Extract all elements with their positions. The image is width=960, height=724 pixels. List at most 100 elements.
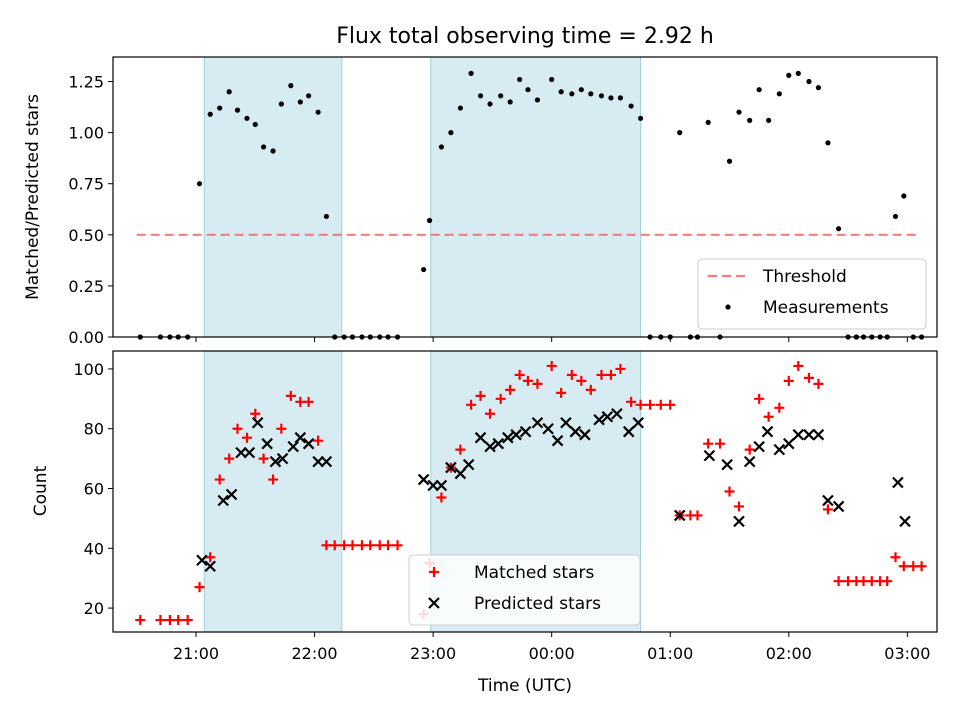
y-tick-label: 60 [84, 480, 104, 499]
measurement-point [608, 95, 614, 101]
chart-title: Flux total observing time = 2.92 h [336, 24, 714, 49]
predicted-star-point [510, 428, 522, 441]
measurement-point [234, 107, 241, 113]
legend-label: Predicted stars [474, 594, 601, 614]
predicted-star-point [462, 458, 475, 471]
y-tick-label: 20 [84, 599, 104, 618]
matched-star-point [774, 402, 785, 413]
matched-star-point [173, 615, 184, 626]
predicted-star-point [753, 440, 765, 453]
predicted-star-point [632, 416, 645, 429]
matched-star-point [754, 393, 765, 404]
matched-star-point [532, 378, 543, 389]
y-tick-label: 80 [84, 420, 104, 439]
x-tick-label: 03:00 [884, 644, 930, 663]
predicted-star-point [435, 479, 448, 492]
measurement-point [196, 181, 203, 187]
measurement-point [806, 78, 812, 85]
matched-star-point [585, 384, 596, 395]
predicted-star-point [269, 455, 282, 468]
predicted-star-point [302, 437, 315, 450]
y-tick-label: 1.00 [68, 124, 104, 143]
panel-bottom: 20 40 60 80 100 21:00 22:00 23:00 00:00 01:00 02:0… [73, 350, 930, 663]
matched-star-point [224, 453, 235, 464]
measurement-point [677, 130, 683, 136]
predicted-star-point [454, 467, 467, 480]
predicted-star-point [733, 515, 745, 528]
predicted-star-point [445, 461, 457, 474]
predicted-star-point [294, 431, 307, 444]
measurement-point [421, 266, 427, 273]
x-tick-label: 02:00 [766, 644, 812, 663]
measurement-point [448, 130, 454, 136]
measurement-point [598, 93, 605, 99]
matched-star-point [890, 552, 901, 563]
measurement-point [617, 95, 624, 101]
legend-predicted-swatch [428, 597, 440, 609]
predicted-star-point [551, 434, 564, 447]
top-legend: Threshold Measurements [697, 258, 927, 330]
predicted-star-point [417, 473, 430, 486]
x-axis-label: Time (UTC) [477, 676, 572, 696]
measurement-point [736, 109, 742, 115]
predicted-star-point [235, 446, 247, 459]
matched-star-point [898, 561, 909, 572]
predicted-star-point [761, 425, 774, 438]
matched-star-point [803, 372, 814, 383]
measurement-point [278, 101, 284, 107]
matched-star-point [793, 360, 804, 371]
predicted-star-point [792, 428, 805, 441]
matched-star-point [495, 393, 506, 404]
measurement-point [426, 217, 433, 224]
measurement-point [468, 70, 474, 76]
predicted-star-point [899, 515, 911, 528]
measurement-point [628, 103, 634, 109]
top-axes-frame [112, 56, 938, 338]
x-tick-label: 21:00 [173, 644, 219, 663]
predicted-star-point [204, 560, 216, 573]
matched-star-point [214, 474, 225, 485]
predicted-star-point [474, 431, 487, 444]
predicted-star-point [492, 437, 505, 450]
predicted-star-point [261, 437, 273, 450]
measurement-point [323, 213, 330, 220]
measurement-point [588, 91, 594, 97]
matched-star-point [734, 501, 745, 512]
predicted-star-point [427, 479, 439, 492]
y-tick-label: 100 [73, 360, 104, 379]
matched-star-point [276, 423, 287, 434]
matched-star-point [194, 582, 205, 593]
matched-star-point [485, 408, 496, 419]
legend-measurement-swatch [725, 304, 731, 310]
x-tick-label: 22:00 [291, 644, 337, 663]
predicted-star-point [773, 443, 786, 456]
measurement-point [766, 117, 772, 123]
measurement-point [217, 105, 223, 111]
predicted-star-point [542, 422, 554, 435]
measurement-point [270, 148, 276, 154]
matched-star-point [250, 408, 261, 419]
matched-star-point [566, 369, 577, 380]
matched-star-point [596, 369, 607, 380]
predicted-star-point [225, 488, 238, 501]
matched-star-point [882, 576, 893, 587]
measurement-point [705, 119, 711, 126]
matched-star-point [813, 378, 824, 389]
measurement-point [487, 101, 493, 107]
matched-star-point [313, 435, 324, 446]
y-tick-label: 40 [84, 539, 104, 558]
y-tick-label: 1.25 [68, 73, 104, 92]
measurement-point [438, 144, 445, 150]
matched-star-point [546, 360, 557, 371]
predicted-star-point [276, 452, 289, 465]
measurement-point [825, 140, 831, 146]
measurement-point [786, 72, 792, 78]
measurement-point [747, 117, 753, 123]
matched-star-point [635, 399, 646, 410]
predicted-star-point [531, 416, 544, 429]
predicted-star-point [484, 440, 496, 453]
matched-star-point [645, 399, 656, 410]
predicted-star-point [892, 476, 904, 489]
matched-star-point [303, 396, 314, 407]
bottom-legend: Matched stars Predicted stars [408, 554, 641, 626]
